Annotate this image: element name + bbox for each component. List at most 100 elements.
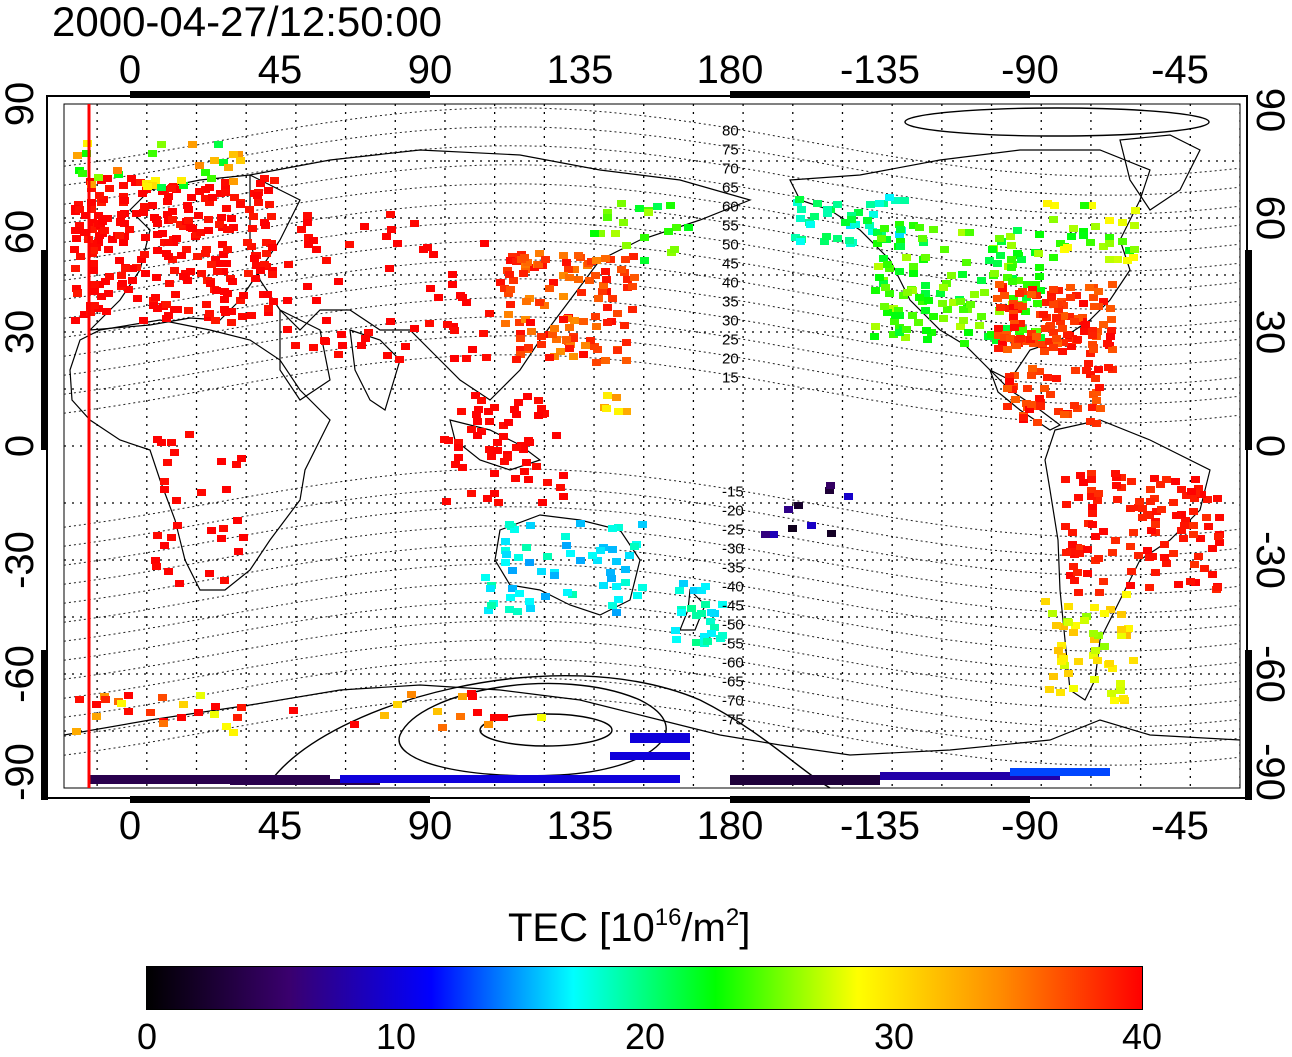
tec-cell [602,276,611,283]
tec-cell [71,317,80,324]
tec-cell [152,563,161,570]
tec-cell [896,243,905,250]
tec-cell [1036,403,1045,410]
tec-cell [462,299,471,306]
tec-cell [707,630,716,637]
tec-cell [895,221,904,228]
tec-cell [1090,676,1099,683]
tec-cell [1108,665,1117,672]
tec-cell [522,298,531,305]
tec-cell [167,534,176,541]
tec-cell [1087,487,1096,494]
tec-cell [1110,697,1119,704]
tec-cell [869,211,878,218]
tec-cell [526,605,535,612]
tec-cell [545,354,554,361]
tec-cell [164,193,173,200]
tec-cell [177,714,186,721]
tec-cell [473,709,482,716]
tec-cell [885,290,894,297]
tec-cell [1094,555,1103,562]
tec-cell [148,182,157,189]
tec-cell [467,490,476,497]
tec-cell [291,342,300,349]
magnetic-latitude-labels: 80 75 70 65 60 55 50 45 40 35 30 25 20 15 -15 -20 -25 -30… [722,122,744,728]
tec-cell [162,301,171,308]
tec-cell [881,284,890,291]
tec-cell [677,609,686,616]
lon-label: 135 [546,804,614,848]
tec-cell [1105,234,1114,241]
tec-cell [1027,401,1036,408]
tec-cell [1196,535,1205,542]
magnetic-latitude-label: -55 [722,635,744,652]
tec-cell [541,593,550,600]
tec-cell [211,256,220,263]
tec-cell [1013,250,1022,257]
tec-cell [1117,632,1126,639]
tec-cell [224,164,233,171]
tec-cell [537,341,546,348]
tec-cell [909,222,918,229]
tec-cell [217,214,226,221]
tec-cell [485,446,494,453]
tec-cell [71,265,80,272]
tec-cell [485,418,494,425]
tec-cell [570,317,579,324]
tec-cell [566,550,575,557]
tec-cell [939,315,948,322]
lat-label: 90 [0,81,42,127]
tec-cell [1032,328,1041,335]
tec-cell [769,531,778,538]
tec-cell [1095,384,1104,391]
tec-cell [1006,335,1015,342]
tec-cell [601,357,610,364]
magnetic-latitude-label: -20 [722,502,744,519]
tec-cell [103,175,112,182]
tec-cell [201,250,210,257]
tec-cell [1162,560,1171,567]
tec-cell [119,239,128,246]
tec-cell [1031,281,1040,288]
tec-cell [592,359,601,366]
tec-cell [1113,256,1122,263]
tec-cell [664,228,673,235]
tec-cell [434,294,443,301]
tec-cell [591,313,600,320]
tec-cell [1156,481,1165,488]
tec-cell [252,262,261,269]
tec-cell [606,569,615,576]
tec-cell [78,170,87,177]
magnetic-latitude-label: -35 [722,559,744,576]
tec-cell [1005,378,1014,385]
tec-cell [1091,223,1100,230]
lon-label: 90 [407,804,453,848]
tec-cell [115,232,124,239]
tec-cell [873,240,882,247]
tec-cell [1011,396,1020,403]
tec-cell [1058,325,1067,332]
tec-cell [895,268,904,275]
tec-cell [603,214,612,221]
tec-cell [283,297,292,304]
tec-cell [456,292,465,299]
tec-cell [1062,549,1071,556]
tec-cell [201,195,210,202]
tec-cell [825,487,834,494]
tec-cell [236,297,245,304]
tec-cell [1003,385,1012,392]
tec-cell [360,223,369,230]
tec-cell [490,490,499,497]
tec-cell [1041,325,1050,332]
tec-cell [215,221,224,228]
tec-cell [101,696,110,703]
tec-cell [1040,348,1049,355]
tec-cell [75,696,84,703]
tec-cell [1088,510,1097,517]
tec-cell [826,482,835,489]
tec-cell [132,210,141,217]
tec-cell [918,298,927,305]
tec-cell [1116,680,1125,687]
tec-cell [1122,591,1131,598]
tec-cell [1007,256,1016,263]
